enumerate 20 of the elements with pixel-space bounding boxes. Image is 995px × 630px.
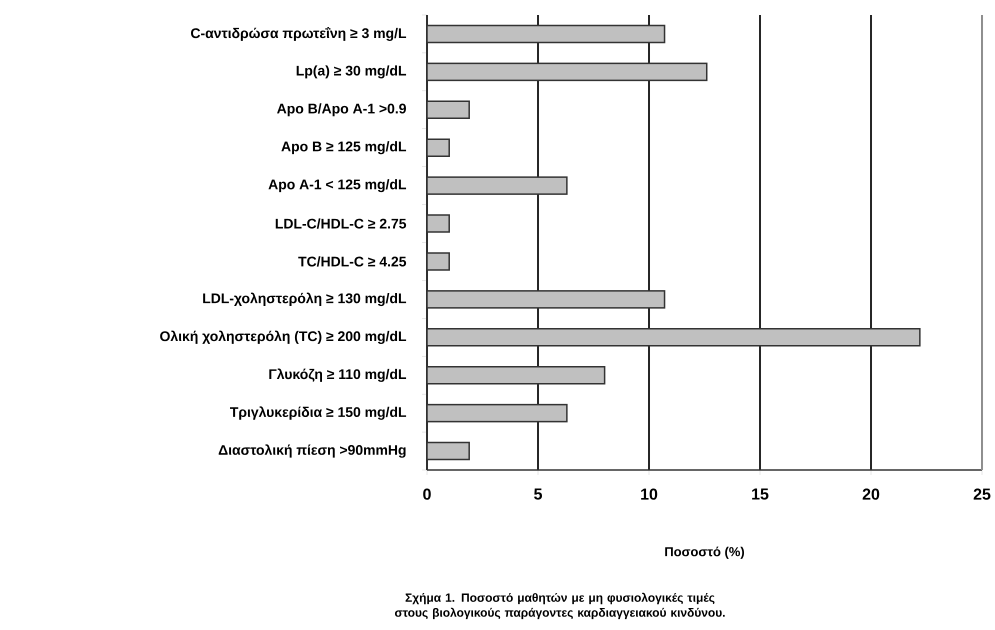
y-tick-label: Lp(a) ≥ 30 mg/dL	[296, 65, 406, 78]
y-tick-label: C-αντιδρώσα πρωτεΐνη ≥ 3 mg/L	[191, 26, 406, 41]
y-tick-label: LDL-C/HDL-C ≥ 2.75	[276, 218, 406, 229]
y-tick-label: Διαστολική πίεση >90mmHg	[218, 444, 406, 458]
x-tick-label: 25	[974, 488, 990, 500]
y-tick-label: Apo B/Apo A-1 >0.9	[277, 103, 406, 116]
y-tick-label: LDL-χοληστερόλη ≥ 130 mg/dL	[203, 292, 406, 306]
x-tick-label: 10	[641, 488, 658, 500]
text: Σχήμα 1. Ποσοστό μαθητών με μη φυσιολογικές τιμές στους βιολογικούς παράγοντες καρδιαγγειακού κινδύνου.	[394, 592, 725, 620]
y-tick-label: Apo A-1 < 125 mg/dL	[268, 179, 406, 192]
x-tick-label: 15	[752, 488, 768, 500]
x-axis-title: Ποσοστό (%)	[665, 546, 744, 559]
y-tick-label: Γλυκόζη ≥ 110 mg/dL	[269, 368, 406, 382]
y-tick-label: Ολική χοληστερόλη (TC) ≥ 200 mg/dL	[160, 330, 406, 344]
x-tick-label: 0	[423, 488, 431, 500]
y-tick-label: Apo B ≥ 125 mg/dL	[281, 141, 406, 154]
x-tick-label: 5	[534, 488, 542, 500]
y-tick-label: TC/HDL-C ≥ 4.25	[298, 256, 406, 267]
y-tick-label: Τριγλυκερίδια ≥ 150 mg/dL	[230, 406, 406, 420]
x-tick-label: 20	[862, 488, 880, 500]
